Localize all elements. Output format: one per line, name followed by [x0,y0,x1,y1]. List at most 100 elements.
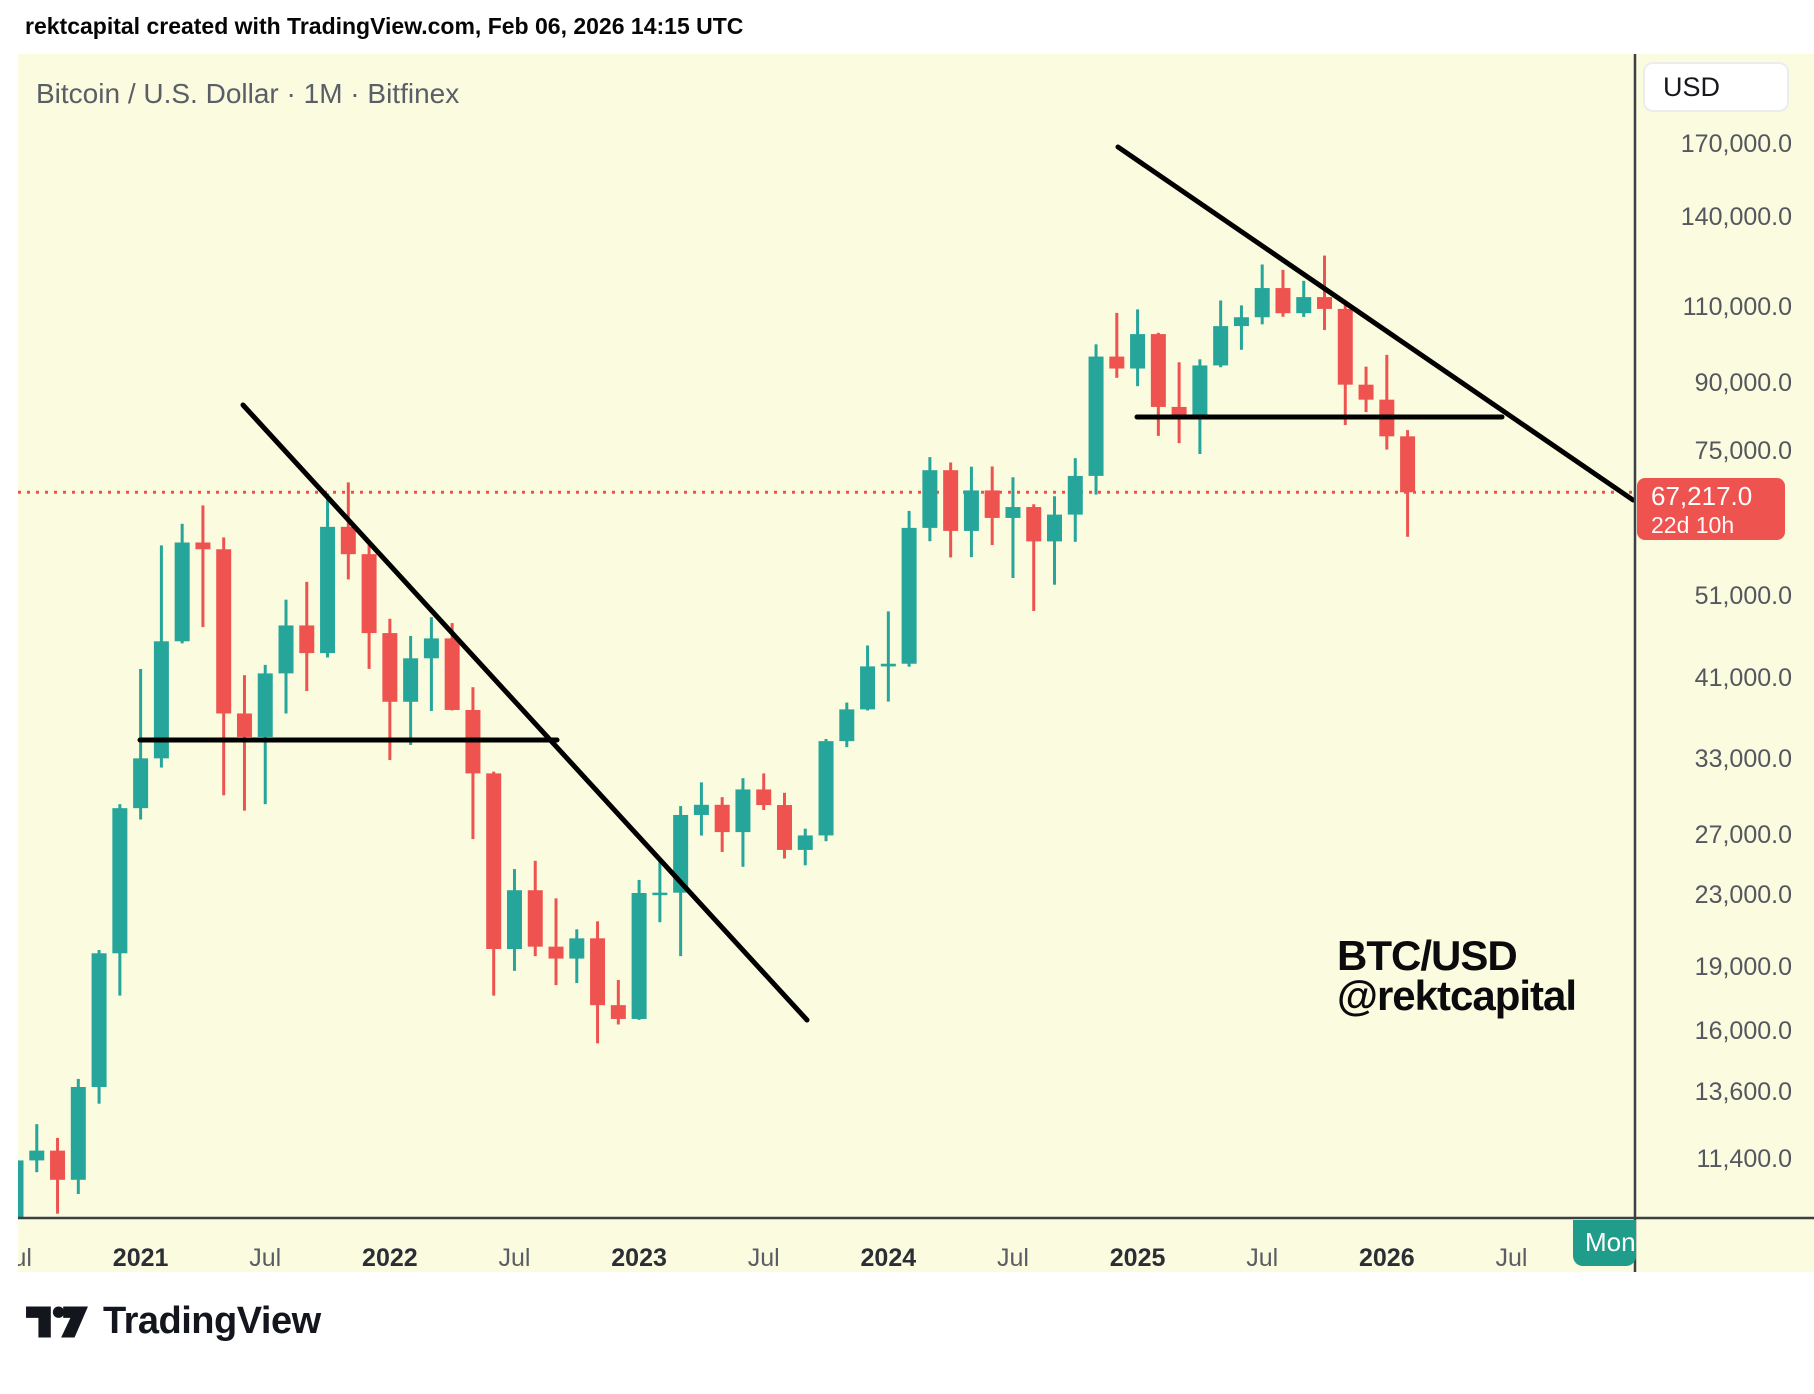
candle-wick [242,675,246,811]
time-tick-label-year: 2022 [362,1244,418,1272]
candle[interactable] [320,493,336,658]
candle-body [922,470,938,528]
candle[interactable] [257,664,273,805]
candle[interactable] [299,581,315,691]
candle[interactable] [818,738,834,842]
chart-area[interactable]: Bitcoin / U.S. Dollar · 1M · Bitfinex US… [18,54,1814,1272]
candle-body [257,673,273,737]
currency-toggle-button[interactable]: USD [1643,62,1789,112]
snapshot-title: rektcapital created with TradingView.com… [25,13,744,39]
candle[interactable] [1109,312,1125,378]
candle[interactable] [735,778,751,867]
candle[interactable] [860,645,876,711]
price-tick-label: 19,000.0 [1694,952,1792,981]
candle[interactable] [1067,458,1083,542]
candle-body [569,938,585,959]
candle[interactable] [236,675,252,811]
candle-wick [1323,255,1327,331]
candle[interactable] [1088,344,1104,495]
candle[interactable] [901,510,917,667]
candle[interactable] [1254,264,1270,325]
candle[interactable] [444,623,460,711]
candle-body [444,638,460,710]
candle[interactable] [486,771,502,996]
candle[interactable] [693,782,709,836]
candle[interactable] [569,929,585,984]
candle[interactable] [361,540,377,669]
candle[interactable] [340,482,356,580]
candle[interactable] [1400,430,1416,537]
candle[interactable] [1026,504,1042,611]
candle-body [1213,326,1229,366]
candle[interactable] [922,457,938,542]
candle[interactable] [631,879,647,1020]
candle[interactable] [29,1124,45,1173]
candle[interactable] [839,702,855,748]
candle[interactable] [1337,300,1353,425]
candle[interactable] [1317,255,1333,331]
candle-body [1254,288,1270,318]
candle[interactable] [590,921,606,1044]
interval-badge-month[interactable]: Mon [1573,1220,1636,1266]
candle-body [1088,356,1104,476]
candle[interactable] [1296,280,1312,317]
candle[interactable] [880,611,896,702]
candle[interactable] [1047,496,1062,585]
candle[interactable] [1130,309,1146,387]
candle[interactable] [1005,477,1021,578]
candle-body [340,526,356,555]
candle-body [1358,384,1374,400]
chart-watermark: BTC/USD @rektcapital [1337,935,1577,1017]
candle-body [818,741,834,836]
candle[interactable] [403,635,419,745]
candle[interactable] [527,860,543,957]
candle[interactable] [1275,269,1291,317]
candle[interactable] [91,950,107,1104]
candle[interactable] [943,462,959,558]
candle[interactable] [195,505,211,628]
candle-body [901,527,917,664]
candle[interactable] [1358,366,1374,413]
trendline-downtrend-2021-2022[interactable] [240,402,810,1023]
time-axis[interactable]: Jul 2021 Jul 2022 Jul 2023 Jul 2024 Jul 2025 Jul 20… [18,1218,1814,1272]
candle[interactable] [1150,332,1166,436]
price-tick-label: 51,000.0 [1694,581,1792,610]
candle[interactable] [652,860,668,923]
candle[interactable] [506,869,522,971]
candle[interactable] [278,599,294,714]
candle[interactable] [1379,354,1395,450]
price-scale[interactable]: 170,000.0 140,000.0 110,000.0 90,000.0 75,00… [1635,54,1814,1272]
candle[interactable] [112,804,128,996]
candle[interactable] [776,792,792,859]
candle[interactable] [153,545,169,768]
candle[interactable] [382,618,398,761]
candle[interactable] [465,687,481,840]
candle[interactable] [756,773,772,810]
candle[interactable] [984,466,1000,546]
candle[interactable] [174,523,190,644]
candle[interactable] [216,537,232,796]
candle[interactable] [797,828,813,866]
candle[interactable] [133,668,149,820]
candle-body [1067,475,1083,515]
candle[interactable] [18,1157,24,1252]
trendline-downtrend-2025-2026[interactable] [1115,144,1636,503]
candle[interactable] [50,1137,66,1214]
candle[interactable] [1213,300,1229,368]
candle-wick [1177,362,1181,444]
candle[interactable] [610,979,626,1025]
price-tick-label: 41,000.0 [1694,663,1792,692]
candle[interactable] [548,898,564,986]
candle-body [486,773,502,950]
candle[interactable] [963,466,979,558]
candle[interactable] [1233,305,1249,350]
candle[interactable] [714,797,730,852]
candle[interactable] [1171,362,1187,444]
candle[interactable] [70,1078,86,1194]
candle-wick [429,617,433,711]
candle[interactable] [1192,359,1208,454]
candle-body [216,549,232,714]
candle[interactable] [423,617,439,711]
candle-body [756,789,772,806]
